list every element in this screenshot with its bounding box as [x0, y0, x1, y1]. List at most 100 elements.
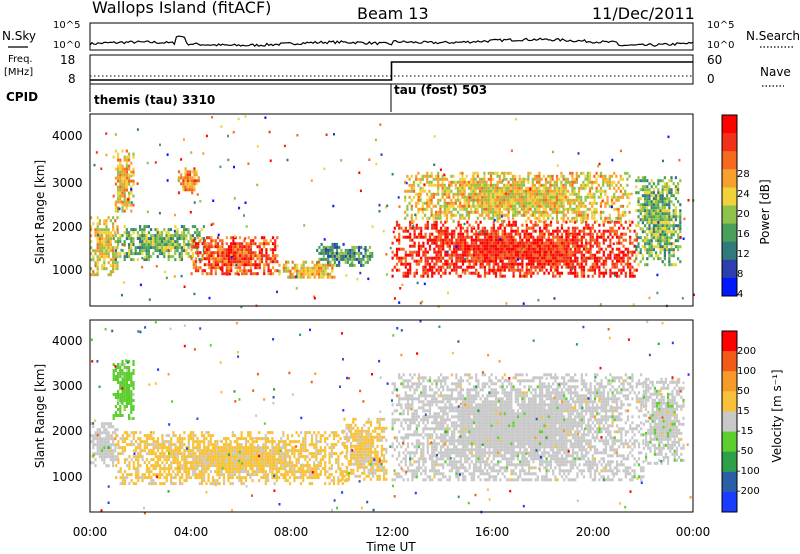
echo-cell [604, 268, 608, 272]
echo-cell [422, 244, 425, 248]
echo-cell [456, 204, 460, 208]
echo-cell [626, 204, 629, 208]
echo-cell [470, 192, 473, 196]
echo-cell [530, 271, 533, 275]
echo-cell [615, 256, 619, 260]
echo-cell [448, 204, 451, 208]
echo-cell [481, 244, 484, 248]
echo-cell [333, 254, 336, 258]
echo-cell [602, 229, 605, 233]
echo-cell [96, 222, 99, 226]
echo-cell [165, 276, 168, 280]
echo-cell [478, 213, 482, 217]
echo-cell [203, 461, 206, 465]
echo-cell [577, 186, 581, 190]
echo-cell [496, 171, 499, 175]
echo-cell [523, 241, 526, 245]
echo-cell [107, 431, 110, 435]
echo-cell [170, 452, 173, 456]
echo-cell [141, 440, 144, 444]
echo-cell [143, 246, 146, 250]
echo-cell [584, 213, 587, 217]
echo-cell [196, 193, 199, 196]
echo-cell [453, 265, 456, 269]
echo-cell [489, 195, 493, 199]
echo-cell [624, 262, 627, 266]
echo-cell [136, 231, 139, 235]
echo-cell [472, 232, 476, 236]
echo-cell [183, 479, 186, 483]
echo-cell [225, 236, 228, 240]
echo-cell [573, 180, 576, 184]
echo-cell [380, 153, 383, 156]
echo-cell [412, 186, 416, 190]
echo-cell [430, 198, 433, 202]
echo-cell [547, 238, 550, 242]
echo-cell [101, 455, 104, 459]
echo-cell [119, 482, 122, 486]
echo-cell [406, 271, 410, 275]
echo-cell [478, 180, 482, 184]
echo-cell [478, 177, 482, 181]
echo-cell [313, 266, 316, 270]
echo-cell [666, 233, 669, 237]
echo-cell [258, 251, 261, 255]
echo-cell [580, 229, 583, 233]
echo-cell [591, 223, 594, 227]
echo-cell [556, 250, 559, 254]
echo-cell [170, 455, 173, 459]
echo-cell [624, 253, 627, 257]
echo-cell [98, 446, 101, 450]
echo-cell [391, 250, 394, 254]
echo-cell [533, 204, 537, 208]
echo-cell [534, 238, 537, 242]
echo-cell [357, 254, 361, 258]
echo-cell [442, 238, 445, 242]
echo-cell [533, 213, 537, 217]
echo-cell [626, 253, 630, 257]
echo-cell [544, 198, 548, 202]
echo-cell [641, 245, 644, 249]
echo-cell [234, 257, 237, 261]
echo-cell [439, 253, 443, 257]
echo-cell [431, 271, 434, 275]
power-cb-tick-28: 28 [737, 169, 750, 180]
echo-cell [492, 186, 495, 190]
echo-cell [232, 251, 235, 255]
echo-cell [566, 177, 570, 181]
echo-cell [200, 237, 203, 241]
echo-cell [158, 237, 161, 241]
echo-cell [443, 192, 446, 196]
echo-cell [549, 198, 552, 202]
echo-cell [428, 174, 431, 178]
echo-cell [533, 186, 537, 190]
echo-cell [543, 262, 546, 266]
echo-cell [103, 440, 106, 444]
echo-cell [507, 171, 510, 175]
echo-cell [488, 238, 491, 242]
echo-cell [145, 234, 148, 238]
echo-cell [555, 198, 559, 202]
echo-cell [112, 372, 115, 375]
echo-cell [577, 201, 581, 205]
echo-cell [125, 161, 128, 165]
echo-cell [94, 464, 97, 468]
echo-cell [497, 256, 500, 260]
echo-cell [489, 198, 493, 202]
echo-cell [208, 236, 211, 240]
echo-cell [338, 251, 341, 255]
echo-cell [545, 262, 548, 266]
echo-cell [659, 242, 662, 246]
echo-cell [655, 245, 658, 249]
echo-cell [494, 171, 497, 175]
echo-cell [172, 452, 175, 456]
echo-cell [613, 207, 616, 211]
echo-cell [155, 265, 158, 268]
echo-cell [158, 243, 161, 247]
echo-cell [128, 158, 131, 162]
echo-cell [216, 242, 220, 246]
echo-cell [94, 431, 97, 435]
echo-cell [466, 250, 469, 254]
echo-cell [474, 189, 477, 193]
echo-cell [125, 185, 128, 189]
